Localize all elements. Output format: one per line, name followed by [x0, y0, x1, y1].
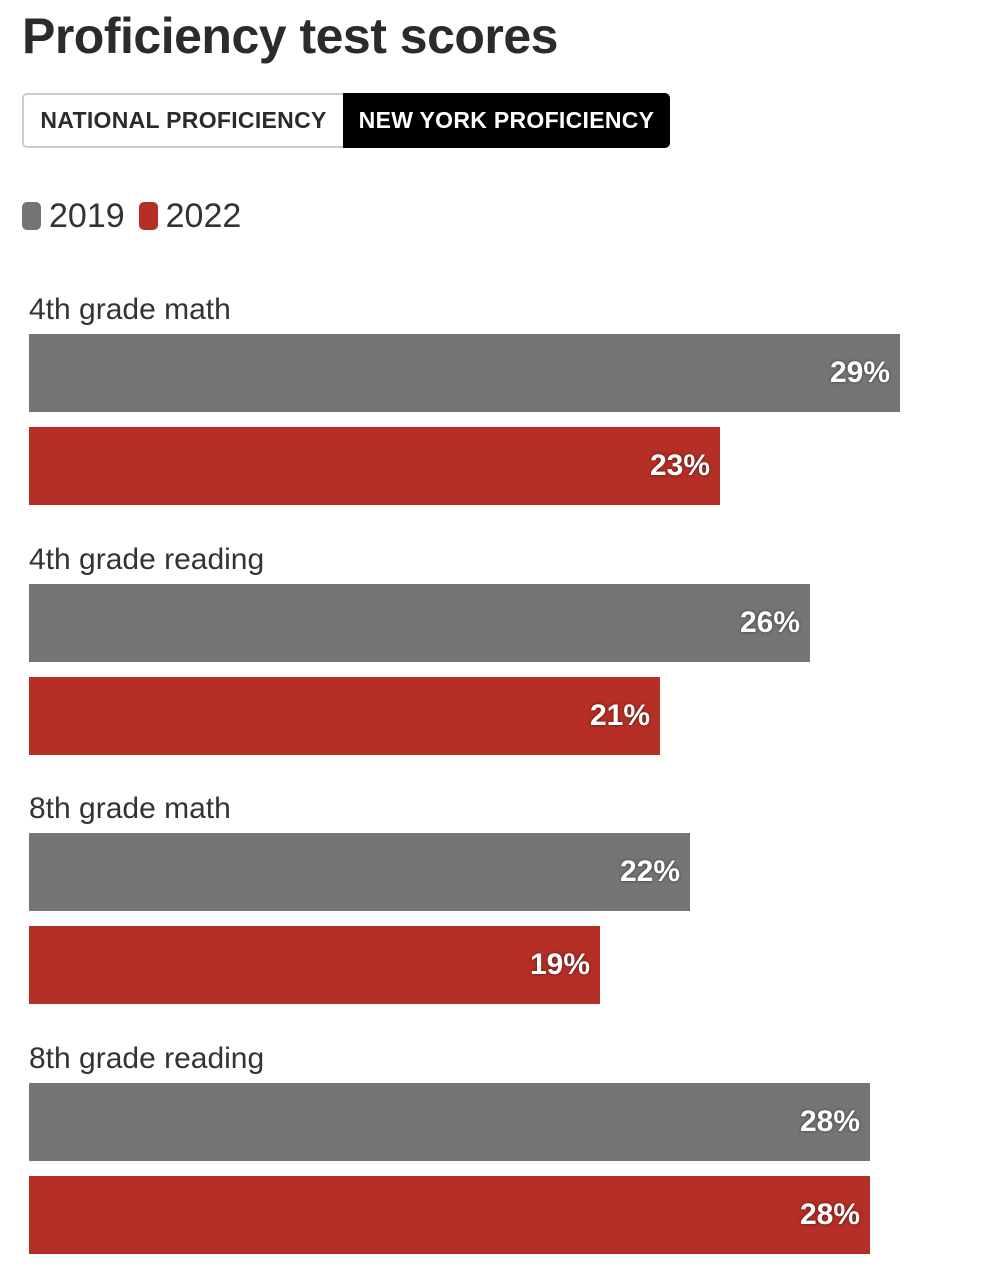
chart-title: Proficiency test scores: [22, 8, 559, 64]
bar-value-label: 28%: [799, 1104, 860, 1138]
bar-value-label: 22%: [619, 855, 680, 888]
legend-item-2019: 2019: [22, 197, 125, 236]
legend-item-2022: 2022: [138, 196, 242, 236]
proficiency-tabs: NATIONAL PROFICIENCY NEW YORK PROFICIENC…: [22, 93, 670, 148]
bar-8th-grade-reading-2019: 28%: [29, 1082, 870, 1161]
category-label-8th-grade-reading: 8th grade reading: [29, 1041, 265, 1075]
tab-new-york-proficiency[interactable]: NEW YORK PROFICIENCY: [343, 93, 670, 148]
category-label-8th-grade-math: 8th grade math: [29, 792, 231, 825]
bar-value-label: 19%: [529, 948, 590, 981]
bar-value-label: 29%: [829, 356, 890, 389]
bar-4th-grade-reading-2022: 21%: [29, 676, 660, 755]
bar-8th-grade-math-2022: 19%: [29, 926, 600, 1004]
bar-value-label: 23%: [649, 449, 710, 482]
bar-value-label: 21%: [589, 698, 650, 732]
tab-national-proficiency[interactable]: NATIONAL PROFICIENCY: [22, 93, 343, 148]
bar-value-label: 26%: [739, 605, 800, 639]
legend-label-2022: 2022: [165, 196, 242, 235]
bar-4th-grade-math-2019: 29%: [29, 334, 900, 412]
bar-8th-grade-math-2019: 22%: [29, 833, 690, 911]
bar-4th-grade-reading-2019: 26%: [29, 583, 810, 662]
legend-swatch-2022: [138, 202, 158, 230]
legend-swatch-2019: [22, 202, 41, 230]
category-label-4th-grade-math: 4th grade math: [29, 293, 231, 326]
category-label-4th-grade-reading: 4th grade reading: [29, 542, 265, 576]
legend: 2019 2022: [22, 195, 255, 237]
bar-8th-grade-reading-2022: 28%: [29, 1175, 870, 1254]
bar-value-label: 28%: [799, 1197, 860, 1231]
bar-4th-grade-math-2022: 23%: [29, 427, 720, 505]
legend-label-2019: 2019: [49, 196, 125, 235]
